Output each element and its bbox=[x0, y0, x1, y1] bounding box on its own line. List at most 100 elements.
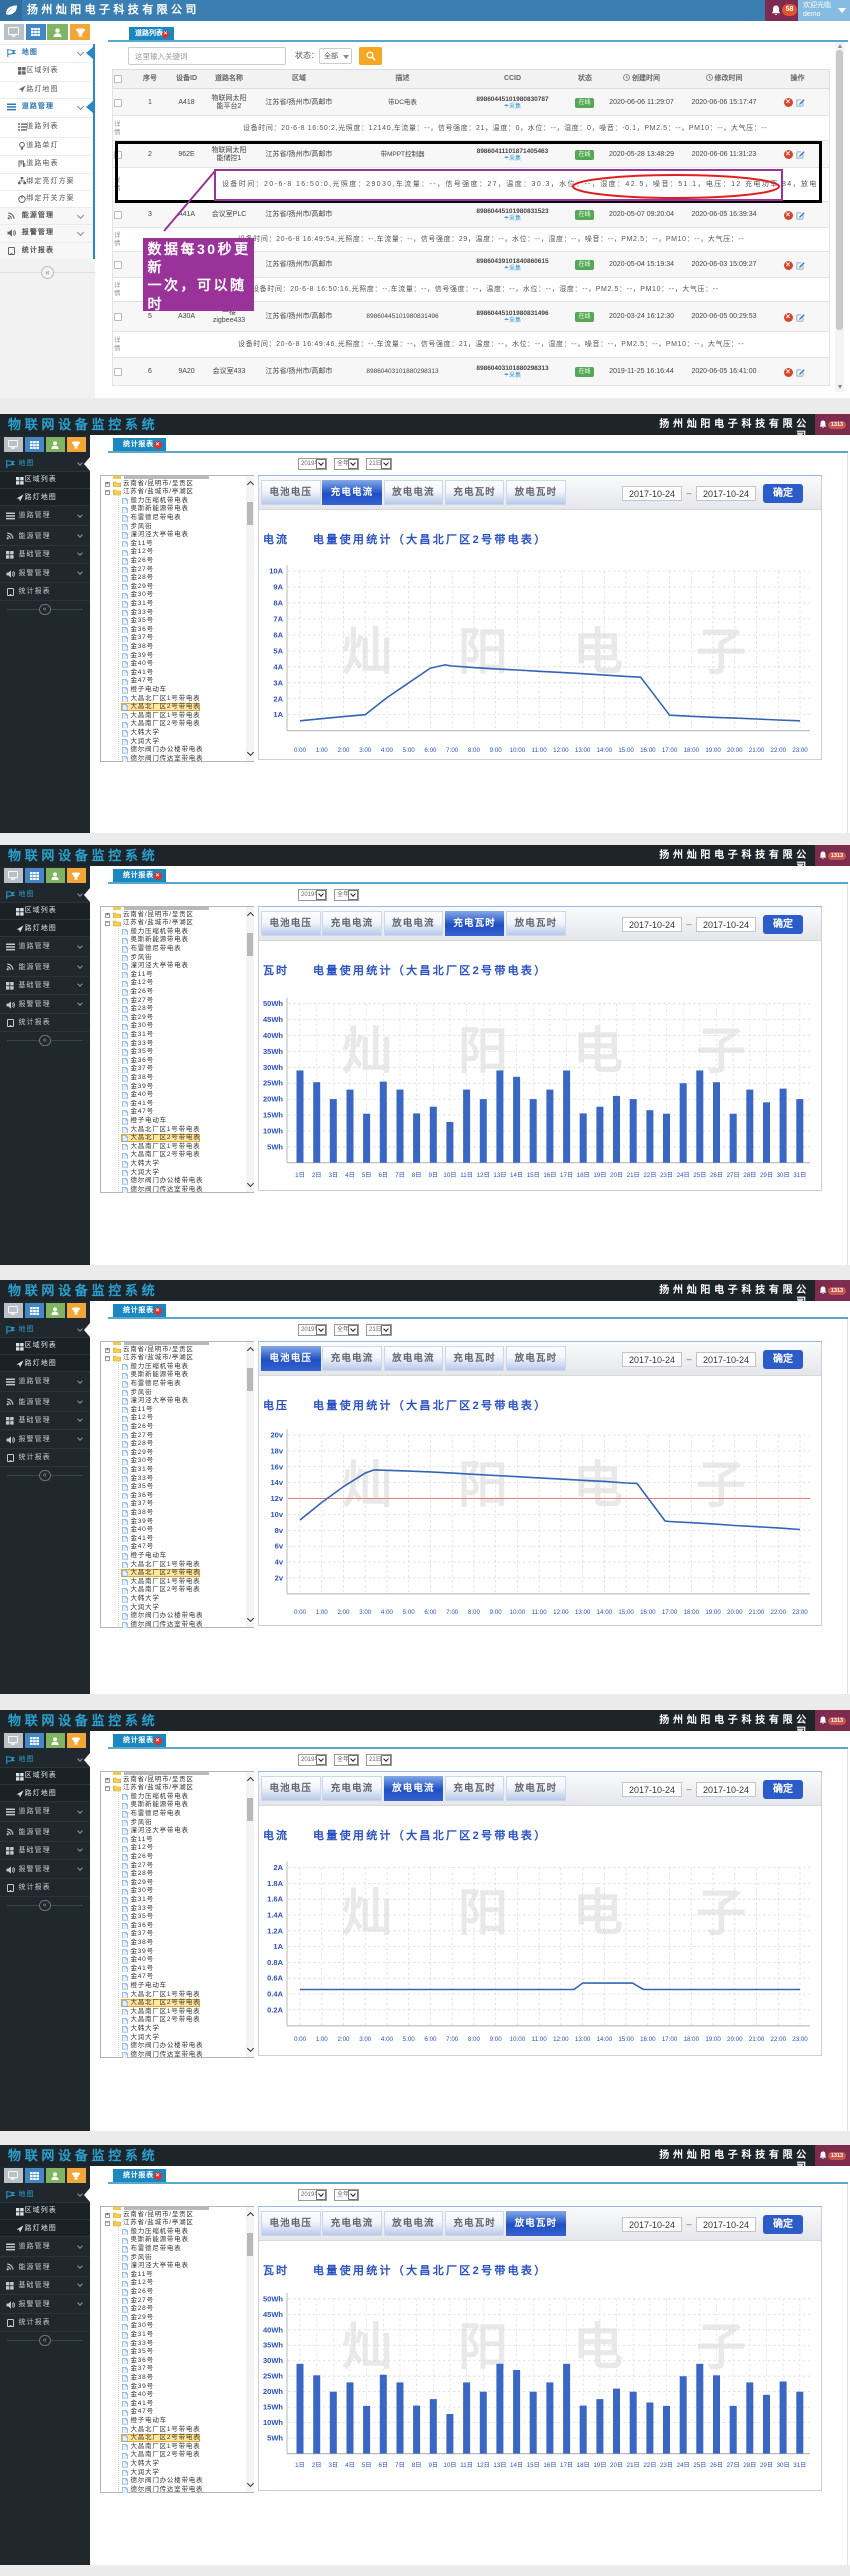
svg-text:4日: 4日 bbox=[345, 1172, 355, 1179]
svg-text:13:00: 13:00 bbox=[575, 2036, 591, 2043]
svg-text:1A: 1A bbox=[273, 1942, 283, 1951]
svg-text:17:00: 17:00 bbox=[662, 747, 678, 754]
svg-text:5:00: 5:00 bbox=[403, 2036, 416, 2043]
svg-text:11日: 11日 bbox=[460, 2462, 473, 2469]
svg-text:0:00: 0:00 bbox=[294, 747, 307, 754]
svg-text:0.2A: 0.2A bbox=[267, 2005, 283, 2014]
svg-text:1.8A: 1.8A bbox=[267, 1879, 283, 1888]
svg-text:31日: 31日 bbox=[793, 1172, 806, 1179]
svg-text:5日: 5日 bbox=[362, 1172, 372, 1179]
svg-text:23:00: 23:00 bbox=[792, 2036, 808, 2043]
svg-text:19:00: 19:00 bbox=[705, 747, 721, 754]
svg-text:9日: 9日 bbox=[428, 1172, 438, 1179]
svg-text:9A: 9A bbox=[273, 582, 283, 591]
svg-text:22:00: 22:00 bbox=[771, 2036, 787, 2043]
svg-text:6日: 6日 bbox=[378, 2462, 388, 2469]
svg-text:12v: 12v bbox=[270, 1494, 283, 1503]
svg-text:7日: 7日 bbox=[395, 2462, 405, 2469]
svg-text:15日: 15日 bbox=[527, 2462, 540, 2469]
svg-text:6A: 6A bbox=[273, 630, 283, 639]
svg-text:20Wh: 20Wh bbox=[263, 1095, 283, 1104]
svg-text:35Wh: 35Wh bbox=[263, 2341, 283, 2350]
svg-text:6:00: 6:00 bbox=[424, 1609, 437, 1616]
svg-text:30Wh: 30Wh bbox=[263, 1063, 283, 1072]
svg-text:28日: 28日 bbox=[743, 1172, 756, 1179]
svg-text:18日: 18日 bbox=[577, 1172, 590, 1179]
svg-text:30日: 30日 bbox=[777, 1172, 790, 1179]
svg-text:3日: 3日 bbox=[328, 1172, 338, 1179]
svg-text:11:00: 11:00 bbox=[532, 2036, 548, 2043]
svg-text:22:00: 22:00 bbox=[771, 747, 787, 754]
svg-text:灿阳电子: 灿阳电子 bbox=[342, 624, 746, 680]
svg-text:15Wh: 15Wh bbox=[263, 1111, 283, 1120]
svg-text:16:00: 16:00 bbox=[640, 2036, 656, 2043]
svg-text:13:00: 13:00 bbox=[575, 1609, 591, 1616]
svg-text:14:00: 14:00 bbox=[597, 2036, 613, 2043]
svg-text:2A: 2A bbox=[273, 1863, 283, 1872]
svg-text:6:00: 6:00 bbox=[424, 747, 437, 754]
svg-text:14:00: 14:00 bbox=[597, 1609, 613, 1616]
svg-text:8v: 8v bbox=[275, 1526, 284, 1535]
svg-text:13日: 13日 bbox=[493, 2462, 506, 2469]
svg-text:0:00: 0:00 bbox=[294, 1609, 307, 1616]
svg-text:11:00: 11:00 bbox=[532, 1609, 548, 1616]
svg-text:5Wh: 5Wh bbox=[267, 1142, 283, 1151]
svg-text:15日: 15日 bbox=[527, 1172, 540, 1179]
svg-text:8:00: 8:00 bbox=[468, 2036, 481, 2043]
svg-text:1:00: 1:00 bbox=[316, 1609, 329, 1616]
svg-text:10:00: 10:00 bbox=[510, 2036, 526, 2043]
svg-text:10Wh: 10Wh bbox=[263, 2418, 283, 2427]
svg-text:16v: 16v bbox=[270, 1462, 283, 1471]
svg-text:0.8A: 0.8A bbox=[267, 1958, 283, 1967]
svg-text:24日: 24日 bbox=[677, 1172, 690, 1179]
svg-text:2日: 2日 bbox=[312, 2462, 322, 2469]
svg-text:15:00: 15:00 bbox=[618, 747, 634, 754]
svg-text:1日: 1日 bbox=[295, 2462, 305, 2469]
svg-text:25Wh: 25Wh bbox=[263, 2372, 283, 2381]
svg-text:18v: 18v bbox=[270, 1446, 283, 1455]
svg-text:14日: 14日 bbox=[510, 1172, 523, 1179]
svg-text:10:00: 10:00 bbox=[510, 1609, 526, 1616]
svg-text:23日: 23日 bbox=[660, 1172, 673, 1179]
svg-text:9日: 9日 bbox=[428, 2462, 438, 2469]
svg-text:18日: 18日 bbox=[577, 2462, 590, 2469]
svg-text:50Wh: 50Wh bbox=[263, 2294, 283, 2303]
svg-text:4:00: 4:00 bbox=[381, 747, 394, 754]
svg-text:11日: 11日 bbox=[460, 1172, 473, 1179]
svg-text:8日: 8日 bbox=[412, 2462, 422, 2469]
svg-text:25日: 25日 bbox=[693, 2462, 706, 2469]
svg-text:40Wh: 40Wh bbox=[263, 2325, 283, 2334]
svg-text:10Wh: 10Wh bbox=[263, 1126, 283, 1135]
svg-text:27日: 27日 bbox=[727, 1172, 740, 1179]
svg-text:9:00: 9:00 bbox=[490, 747, 503, 754]
svg-text:16日: 16日 bbox=[543, 2462, 556, 2469]
svg-text:10:00: 10:00 bbox=[510, 747, 526, 754]
svg-text:灿阳电子: 灿阳电子 bbox=[342, 2319, 746, 2375]
svg-text:15Wh: 15Wh bbox=[263, 2403, 283, 2412]
svg-text:35Wh: 35Wh bbox=[263, 1047, 283, 1056]
svg-text:10日: 10日 bbox=[443, 1172, 456, 1179]
svg-text:0.6A: 0.6A bbox=[267, 1974, 283, 1983]
svg-text:17日: 17日 bbox=[560, 1172, 573, 1179]
svg-text:5:00: 5:00 bbox=[403, 1609, 416, 1616]
svg-text:8日: 8日 bbox=[412, 1172, 422, 1179]
svg-text:2:00: 2:00 bbox=[337, 2036, 350, 2043]
svg-text:14v: 14v bbox=[270, 1478, 283, 1487]
svg-text:20:00: 20:00 bbox=[727, 747, 743, 754]
svg-text:25Wh: 25Wh bbox=[263, 1079, 283, 1088]
svg-text:20日: 20日 bbox=[610, 1172, 623, 1179]
svg-text:2v: 2v bbox=[275, 1573, 284, 1582]
svg-text:21:00: 21:00 bbox=[749, 1609, 765, 1616]
svg-text:4A: 4A bbox=[273, 662, 283, 671]
svg-text:22:00: 22:00 bbox=[771, 1609, 787, 1616]
svg-text:12日: 12日 bbox=[477, 1172, 490, 1179]
svg-text:5Wh: 5Wh bbox=[267, 2434, 283, 2443]
svg-text:13日: 13日 bbox=[493, 1172, 506, 1179]
svg-text:6日: 6日 bbox=[378, 1172, 388, 1179]
svg-text:12:00: 12:00 bbox=[553, 747, 569, 754]
svg-text:21:00: 21:00 bbox=[749, 2036, 765, 2043]
svg-text:21日: 21日 bbox=[627, 2462, 640, 2469]
svg-text:1.4A: 1.4A bbox=[267, 1911, 283, 1920]
svg-text:19日: 19日 bbox=[593, 2462, 606, 2469]
svg-text:15:00: 15:00 bbox=[618, 2036, 634, 2043]
